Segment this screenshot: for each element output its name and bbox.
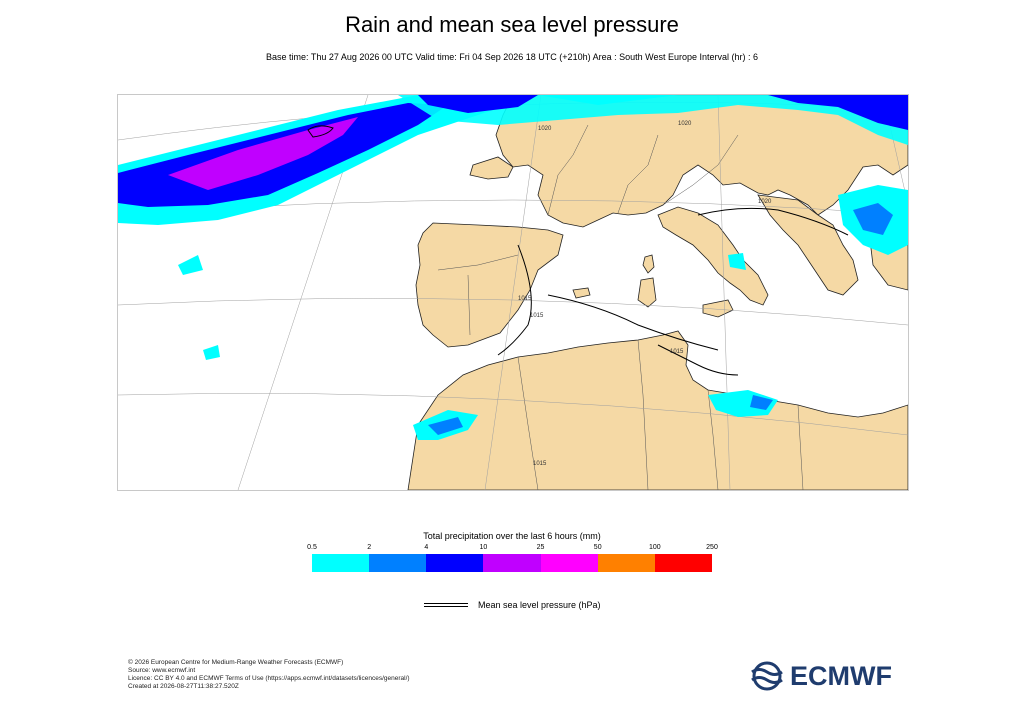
footer-licence: Licence: CC BY 4.0 and ECMWF Terms of Us… — [128, 675, 410, 682]
mslp-legend-label: Mean sea level pressure (hPa) — [478, 600, 601, 610]
precip-legend-tick: 10 — [479, 544, 488, 551]
precip-atlantic-2 — [203, 345, 220, 360]
precip-balkans-blue — [853, 203, 893, 235]
precip-layer — [118, 95, 908, 440]
precip-italy — [728, 253, 746, 270]
chart-title: Rain and mean sea level pressure — [345, 12, 679, 37]
precip-north-blue — [418, 95, 538, 113]
land-iberia — [415, 222, 564, 348]
precip-atlantic-1 — [178, 255, 203, 275]
precip-libya-blue — [750, 395, 773, 410]
precip-ne-blue — [768, 95, 908, 130]
precip-legend-swatch — [369, 554, 427, 572]
isobar-label: 1015 — [670, 349, 684, 355]
precip-legend-ticks: 0.5 2 4 10 25 50 100 250 — [307, 544, 718, 554]
precip-legend-swatch — [654, 554, 712, 572]
map-svg: 1020 1020 1020 1015 1015 1015 1015 — [118, 95, 908, 490]
ecmwf-logo: ECMWF — [748, 660, 892, 692]
precip-legend-bar — [312, 554, 712, 572]
chart-subtitle: Base time: Thu 27 Aug 2026 00 UTC Valid … — [265, 52, 758, 62]
mslp-line-symbol — [424, 603, 468, 607]
precip-libya — [708, 390, 778, 417]
land-corsica — [642, 254, 655, 274]
land-sicily — [702, 299, 734, 318]
precip-band-purple — [168, 117, 358, 190]
precip-legend-tick: 250 — [706, 544, 718, 551]
land-balkans — [757, 194, 859, 296]
mslp-legend: Mean sea level pressure (hPa) — [424, 598, 601, 612]
land-sardinia — [637, 277, 657, 308]
isobar-labels: 1020 1020 1020 1015 1015 1015 1015 — [518, 121, 772, 467]
isobar-label: 1015 — [518, 296, 532, 302]
precip-legend-swatch — [426, 554, 484, 572]
land-north-africa — [407, 330, 908, 490]
isobar-label: 1020 — [678, 121, 692, 127]
precip-legend-swatch — [312, 554, 370, 572]
precip-legend-tick: 2 — [367, 544, 372, 551]
precip-legend-tick: 0.5 — [307, 544, 317, 551]
precip-legend-tick: 4 — [424, 544, 429, 551]
weather-map[interactable]: 1020 1020 1020 1015 1015 1015 1015 — [117, 94, 909, 491]
footer-source: Source: www.ecmwf.int — [128, 667, 196, 674]
precip-legend-tick: 50 — [593, 544, 602, 551]
ecmwf-logo-text: ECMWF — [790, 660, 892, 691]
land-france-central-europe — [495, 95, 908, 228]
land-brittany — [469, 156, 514, 180]
isobar-layer — [307, 125, 849, 376]
precip-legend-swatch — [540, 554, 598, 572]
footer-created: Created at 2026-08-27T11:38:27.520Z — [128, 683, 239, 690]
precip-legend-title: Total precipitation over the last 6 hour… — [423, 531, 601, 541]
ecmwf-logo-icon — [751, 661, 783, 691]
footer-copyright: © 2026 European Centre for Medium-Range … — [128, 659, 344, 666]
isobar-label: 1020 — [758, 199, 772, 205]
footer-credits: © 2026 European Centre for Medium-Range … — [128, 659, 410, 691]
precip-legend-swatch — [483, 554, 541, 572]
isobar-label: 1015 — [533, 461, 547, 467]
land-layer — [407, 95, 908, 490]
precip-morocco-blue — [428, 417, 463, 435]
isobar-label: 1020 — [538, 126, 552, 132]
land-balearics — [572, 287, 591, 299]
isobar-label: 1015 — [530, 313, 544, 319]
precip-legend-tick: 25 — [536, 544, 545, 551]
land-italy — [657, 206, 769, 306]
border-layer — [437, 124, 804, 490]
precip-legend-swatch — [597, 554, 655, 572]
precip-north-cyan — [398, 95, 908, 145]
precip-legend-tick: 100 — [649, 544, 661, 551]
